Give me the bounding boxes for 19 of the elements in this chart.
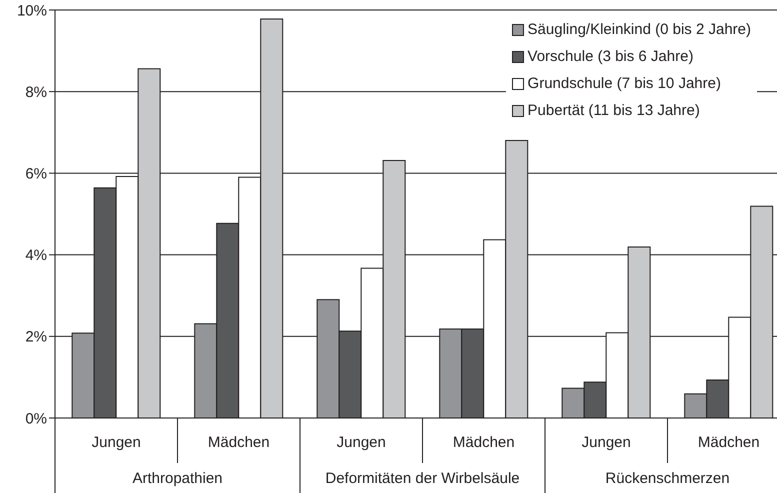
x-tick-label: Jungen [92, 434, 141, 451]
y-tick-label: 2% [25, 328, 47, 346]
text: Deformitäten der Wirbelsäule [325, 470, 520, 487]
text: Rückenschmerzen [605, 470, 730, 487]
x-tick-label: Jungen [336, 434, 386, 451]
x-tick-label: Mädchen [698, 434, 760, 451]
legend-label: Grundschule (7 bis 10 Jahre) [528, 75, 721, 92]
text: Arthropathien [132, 470, 223, 487]
y-tick-label: 0% [25, 410, 47, 428]
x-tick-label: Mädchen [208, 434, 270, 451]
x-tick-label: Mädchen [452, 434, 515, 451]
legend-label: Vorschule (3 bis 6 Jahre) [528, 48, 694, 65]
y-tick-label: 4% [25, 247, 47, 264]
x-tick-label: Jungen [582, 434, 631, 451]
legend-label: Pubertät (11 bis 13 Jahre) [528, 102, 700, 119]
y-tick-label: 8% [25, 84, 47, 101]
legend-label: Säugling/Kleinkind (0 bis 2 Jahre) [528, 21, 751, 38]
y-tick-label: 10% [16, 2, 47, 20]
y-tick-label: 6% [25, 166, 47, 183]
